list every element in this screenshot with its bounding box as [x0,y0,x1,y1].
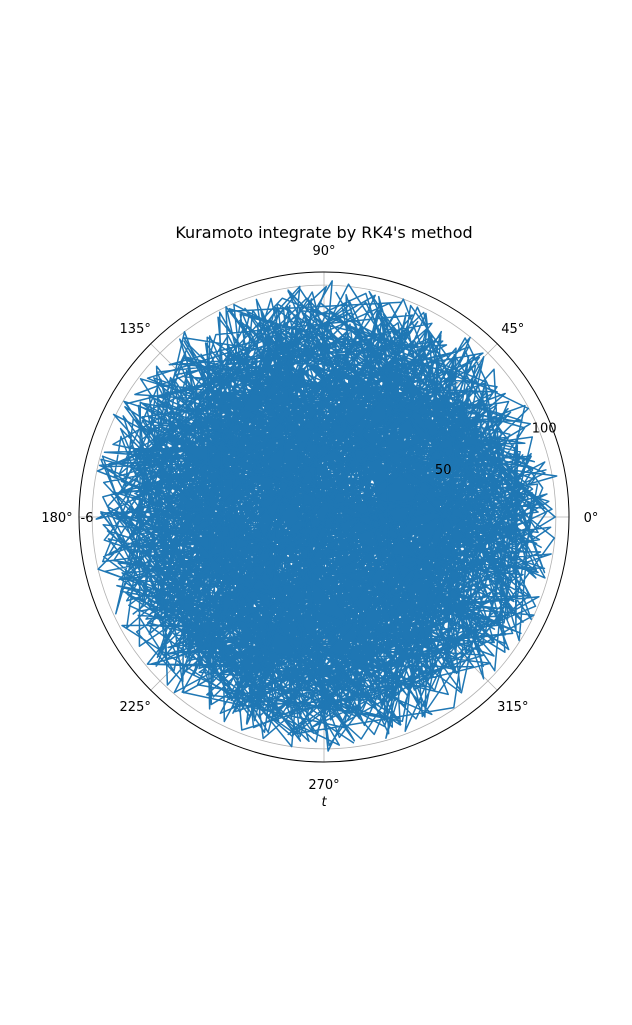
angle-tick-label-0: 0° [584,511,599,526]
radial-tick-label-1: 50 [435,463,452,478]
angle-tick-label-3: 135° [120,322,151,337]
angle-tick-label-5: 225° [120,700,151,715]
radial-tick-label-2: 100 [532,421,557,436]
angle-tick-label-2: 90° [312,244,335,259]
angle-tick-label-7: 315° [497,700,528,715]
angle-tick-label-1: 45° [501,322,524,337]
x-axis-label: t [321,795,327,810]
radial-tick-label-0: -6 [81,511,94,526]
chart-title: Kuramoto integrate by RK4's method [175,223,472,242]
angle-tick-label-6: 270° [308,778,339,793]
angle-tick-label-4: 180° [41,511,72,526]
